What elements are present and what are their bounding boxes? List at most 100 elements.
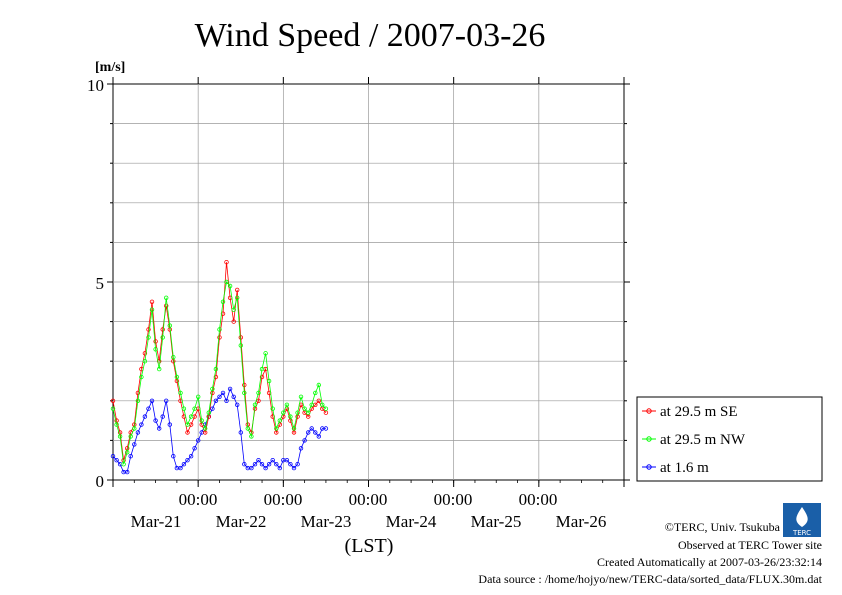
series-1 xyxy=(110,279,329,467)
data-point xyxy=(274,430,279,435)
data-point xyxy=(181,462,187,467)
data-point xyxy=(181,406,187,411)
data-point xyxy=(210,406,215,411)
data-point xyxy=(242,462,247,467)
data-point xyxy=(256,390,261,396)
data-point xyxy=(224,260,229,265)
data-point xyxy=(288,418,293,423)
data-source-text: Data source : /home/hojyo/new/TERC-data/… xyxy=(478,572,822,586)
data-point xyxy=(139,374,144,380)
data-point xyxy=(110,406,116,411)
series-line xyxy=(112,262,327,461)
data-point xyxy=(185,458,190,463)
data-point xyxy=(302,438,307,443)
data-point xyxy=(110,398,116,403)
data-point xyxy=(263,351,268,356)
terc-logo: TERC xyxy=(783,503,821,537)
data-point xyxy=(231,319,236,324)
x-tick-time-1: 00:00 xyxy=(179,490,218,509)
data-point xyxy=(174,378,180,384)
data-point xyxy=(309,402,314,407)
data-point xyxy=(249,434,254,439)
data-point xyxy=(256,458,261,463)
data-point xyxy=(231,307,236,312)
data-point xyxy=(234,295,240,300)
data-point xyxy=(252,402,258,407)
data-point xyxy=(238,343,243,348)
legend-item: at 29.5 m NW xyxy=(642,432,746,448)
data-point xyxy=(227,283,233,289)
created-text: Created Automatically at 2007-03-26/23:3… xyxy=(597,555,822,569)
y-tick-10: 10 xyxy=(87,76,104,95)
data-point xyxy=(306,430,311,435)
data-point xyxy=(160,327,165,332)
data-point xyxy=(234,287,240,293)
data-point xyxy=(298,446,304,451)
x-tick-time-5: 00:00 xyxy=(519,490,558,509)
data-point xyxy=(146,406,151,411)
data-point xyxy=(132,442,137,447)
x-day-label-mar-26: Mar-26 xyxy=(556,512,607,531)
data-point xyxy=(281,410,286,415)
data-point xyxy=(242,382,247,388)
data-point xyxy=(291,465,297,471)
data-point xyxy=(274,462,279,467)
data-point xyxy=(167,323,172,328)
data-point xyxy=(153,418,158,423)
terc-logo-text: TERC xyxy=(792,529,811,537)
data-point xyxy=(284,458,290,463)
data-point xyxy=(185,422,190,427)
data-point xyxy=(288,462,293,467)
data-point xyxy=(149,398,155,403)
data-point xyxy=(274,426,279,431)
data-point xyxy=(213,366,219,372)
data-point xyxy=(202,430,208,435)
data-point xyxy=(128,434,133,439)
legend: at 29.5 m SE at 29.5 m NW at 1.6 m xyxy=(642,404,746,476)
data-point xyxy=(163,303,169,308)
data-point xyxy=(146,327,151,332)
data-point xyxy=(171,454,176,459)
legend-label: at 1.6 m xyxy=(660,460,709,476)
data-point xyxy=(266,462,272,467)
data-point xyxy=(227,386,233,392)
data-point xyxy=(238,335,243,340)
data-point xyxy=(192,406,197,411)
x-day-label-mar-24: Mar-24 xyxy=(386,512,437,531)
x-tick-time-2: 00:00 xyxy=(264,490,303,509)
data-point xyxy=(277,465,282,471)
data-point xyxy=(156,366,162,372)
data-point xyxy=(153,339,158,344)
x-day-label-mar-25: Mar-25 xyxy=(471,512,522,531)
x-day-label-mar-21: Mar-21 xyxy=(131,512,182,531)
data-point xyxy=(142,351,148,356)
data-point xyxy=(259,462,265,467)
series-layer xyxy=(110,260,329,475)
y-tick-5: 5 xyxy=(96,274,105,293)
legend-label: at 29.5 m SE xyxy=(660,404,738,420)
data-point xyxy=(188,414,194,419)
legend-swatch-marker xyxy=(646,408,652,414)
data-point xyxy=(163,398,169,403)
data-point xyxy=(139,422,144,427)
data-point xyxy=(206,410,211,415)
data-point xyxy=(217,335,222,340)
x-tick-time-4: 00:00 xyxy=(434,490,473,509)
data-point xyxy=(163,295,169,300)
data-point xyxy=(284,402,290,407)
data-point xyxy=(149,307,155,312)
legend-item: at 29.5 m SE xyxy=(642,404,738,420)
data-point xyxy=(213,398,219,403)
data-point xyxy=(277,418,282,423)
legend-swatch-marker xyxy=(646,464,652,470)
data-point xyxy=(160,414,165,419)
data-point xyxy=(117,434,123,439)
series-line xyxy=(112,281,327,465)
data-point xyxy=(306,410,311,415)
data-point xyxy=(128,454,133,459)
data-point xyxy=(178,465,183,471)
data-point xyxy=(323,410,329,415)
data-point xyxy=(242,390,247,396)
x-day-label-mar-22: Mar-22 xyxy=(216,512,267,531)
